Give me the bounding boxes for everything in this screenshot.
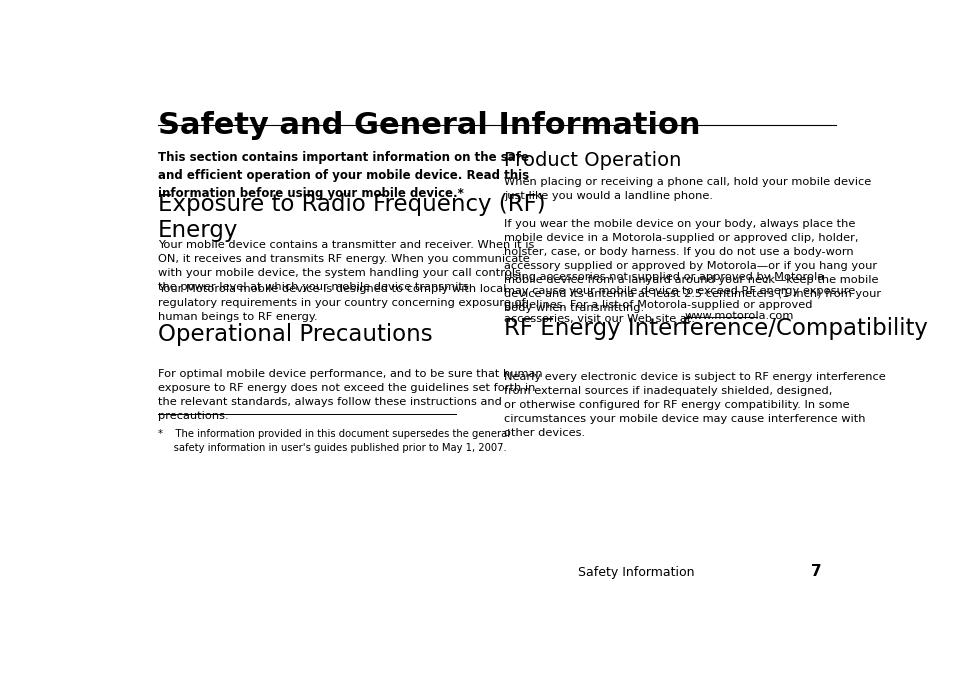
Text: Exposure to Radio Frequency (RF)
Energy: Exposure to Radio Frequency (RF) Energy xyxy=(157,193,545,242)
Text: Operational Precautions: Operational Precautions xyxy=(157,323,432,346)
Text: www.motorola.com: www.motorola.com xyxy=(683,310,793,321)
Text: Safety Information: Safety Information xyxy=(577,566,694,579)
Text: Using accessories not supplied or approved by Motorola
may cause your mobile dev: Using accessories not supplied or approv… xyxy=(503,272,854,324)
Text: Your mobile device contains a transmitter and receiver. When it is
ON, it receiv: Your mobile device contains a transmitte… xyxy=(157,240,534,292)
Text: Product Operation: Product Operation xyxy=(503,151,680,170)
Text: Safety and General Information: Safety and General Information xyxy=(157,111,700,140)
Text: Nearly every electronic device is subject to RF energy interference
from externa: Nearly every electronic device is subjec… xyxy=(503,372,884,438)
Text: Your Motorola mobile device is designed to comply with local
regulatory requirem: Your Motorola mobile device is designed … xyxy=(157,284,525,322)
Text: *    The information provided in this document supersedes the general
     safet: * The information provided in this docum… xyxy=(157,429,509,453)
Text: This section contains important information on the safe
and efficient operation : This section contains important informat… xyxy=(157,151,528,200)
Text: For optimal mobile device performance, and to be sure that human
exposure to RF : For optimal mobile device performance, a… xyxy=(157,369,541,421)
Text: 7: 7 xyxy=(810,564,821,579)
Text: RF Energy Interference/Compatibility: RF Energy Interference/Compatibility xyxy=(503,317,926,340)
Text: When placing or receiving a phone call, hold your mobile device
just like you wo: When placing or receiving a phone call, … xyxy=(503,177,870,201)
Text: If you wear the mobile device on your body, always place the
mobile device in a : If you wear the mobile device on your bo… xyxy=(503,219,880,313)
